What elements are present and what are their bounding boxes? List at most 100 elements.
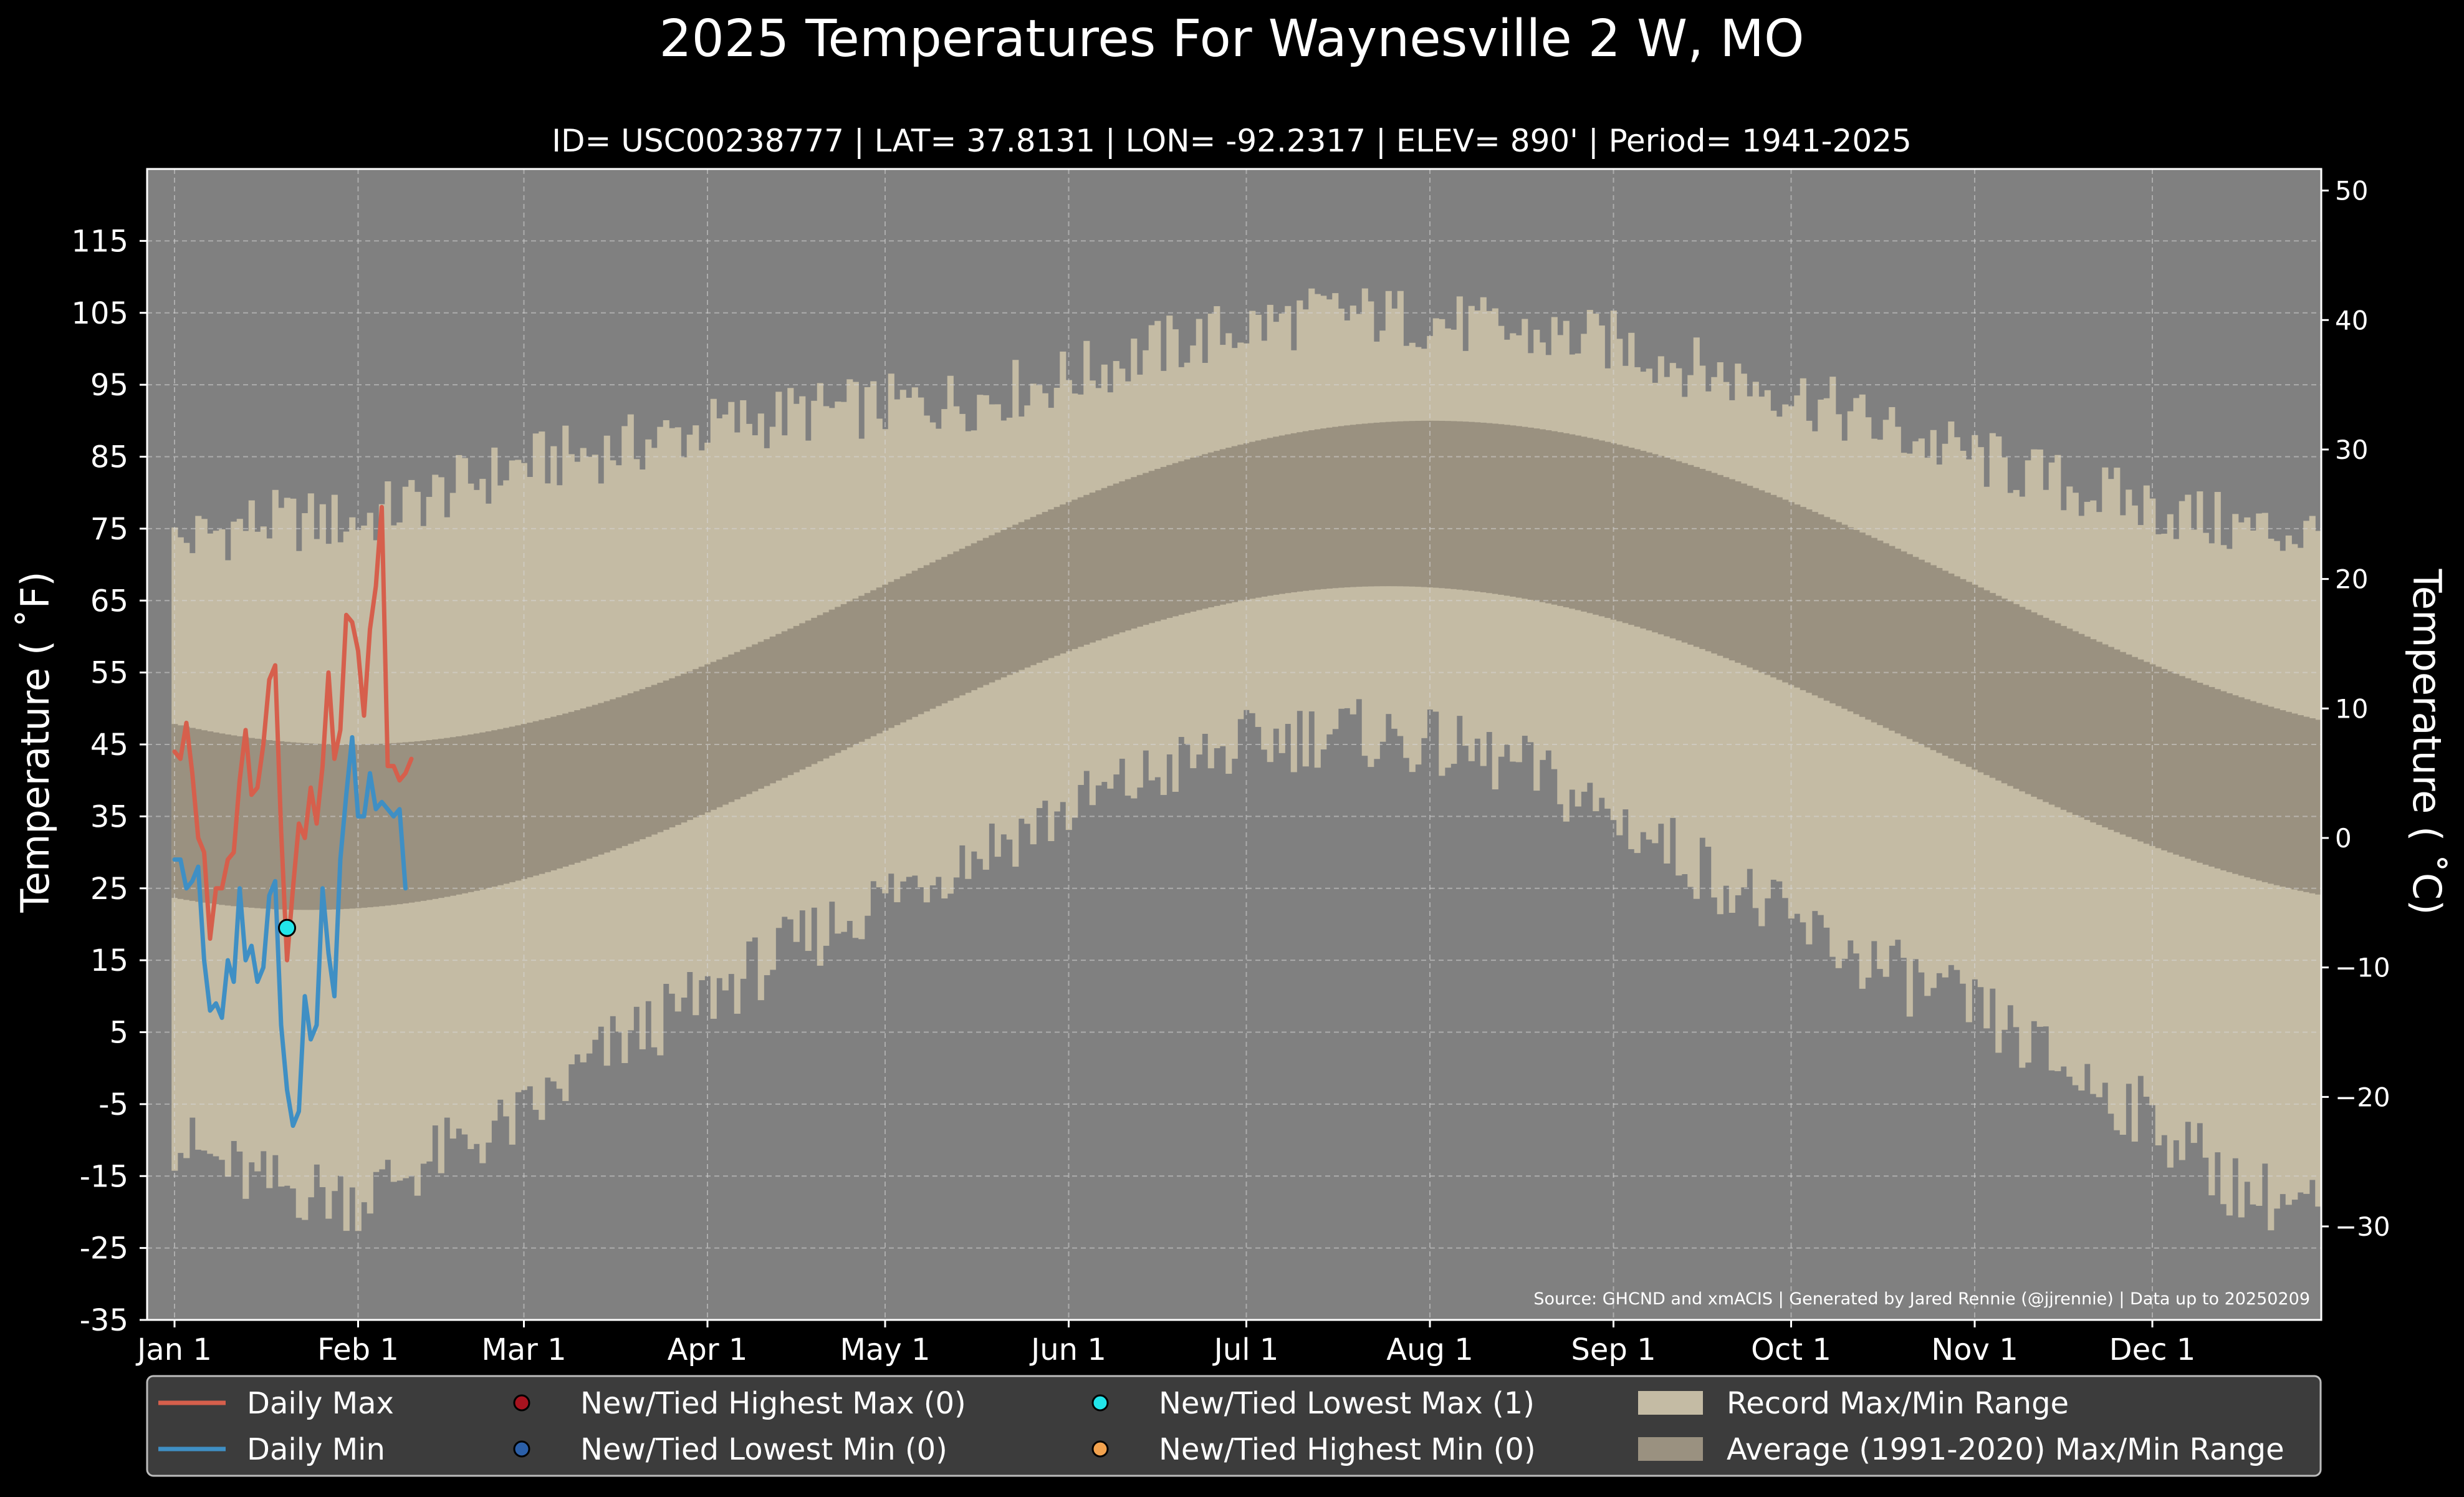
normal-bar	[491, 730, 498, 887]
normal-bar	[977, 541, 984, 688]
normal-bar	[1527, 427, 1534, 600]
y-tick-label: 5	[109, 1016, 128, 1051]
normal-bar	[1077, 497, 1084, 647]
normal-bar	[378, 743, 385, 907]
normal-bar	[1290, 433, 1297, 592]
normal-bar	[1557, 432, 1564, 606]
daily-max-line	[172, 504, 414, 963]
series-lines	[172, 504, 414, 1128]
x-tick-label: Apr 1	[668, 1332, 748, 1367]
normal-bar	[1018, 522, 1025, 670]
normal-bar	[1184, 459, 1191, 614]
normal-bar	[1474, 422, 1481, 592]
normal-bar	[1432, 420, 1439, 588]
normal-bar	[1800, 507, 1806, 690]
normal-bar	[1711, 473, 1718, 654]
normal-bar	[752, 644, 759, 792]
normal-bar	[734, 652, 741, 800]
normal-bar	[1468, 421, 1475, 591]
normal-bar	[906, 573, 913, 720]
normal-bar	[693, 669, 699, 818]
normal-bar	[1065, 502, 1072, 652]
normal-bar	[1936, 567, 1943, 753]
normal-bar	[603, 701, 610, 853]
normal-bar	[550, 716, 557, 870]
normal-bar	[236, 736, 243, 907]
normal-bar	[1657, 456, 1664, 635]
y-axis-right: −30 −20 −10 0 10 20 30 40 50	[2321, 176, 2390, 1242]
normal-bar	[1190, 457, 1197, 612]
legend-swatch-patch	[1638, 1437, 1703, 1461]
x-tick-label: Feb 1	[317, 1332, 399, 1367]
normal-bar	[870, 590, 877, 736]
normal-bar	[745, 647, 752, 794]
normal-bar	[2315, 720, 2321, 895]
normal-bar	[787, 628, 794, 776]
normal-bar	[408, 741, 415, 903]
normal-bar	[497, 729, 504, 885]
normal-bar	[2107, 647, 2114, 830]
normal-bar	[805, 620, 812, 767]
normal-bar	[224, 734, 231, 906]
normal-bar	[1349, 425, 1356, 587]
normal-bar	[307, 743, 314, 910]
normal-bar	[1154, 469, 1161, 622]
normal-bar	[1261, 439, 1268, 597]
normal-bar	[1320, 428, 1327, 589]
normal-bar	[1728, 479, 1735, 661]
normal-bar	[2066, 628, 2073, 812]
normal-bar	[1901, 551, 1907, 736]
y-axis-label-right: Temperature ( ˚C)	[2404, 569, 2450, 915]
normal-bar	[2137, 659, 2144, 842]
normal-bar	[2119, 652, 2126, 835]
normal-bar	[1705, 471, 1712, 652]
normal-bar	[213, 732, 219, 905]
normal-bar	[1616, 445, 1623, 622]
normal-bar	[2072, 631, 2079, 816]
y-tick-label: 85	[90, 440, 128, 475]
normal-bar	[1249, 441, 1256, 599]
normal-bar	[1770, 494, 1777, 678]
normal-bar	[882, 584, 889, 731]
normal-bar	[1403, 421, 1410, 587]
normal-bar	[710, 662, 717, 810]
normal-bar	[1255, 440, 1262, 598]
normal-bar	[1853, 529, 1860, 715]
y-right-tick-label: 0	[2335, 823, 2352, 854]
normal-bar	[1308, 430, 1315, 590]
normal-bar	[1829, 519, 1836, 704]
normal-bar	[231, 735, 237, 907]
normal-bar	[651, 685, 658, 835]
normal-bar	[2179, 676, 2185, 857]
normal-bar	[1492, 423, 1498, 594]
normal-bar	[1622, 446, 1629, 623]
normal-bar	[2273, 708, 2280, 885]
normal-bar	[1302, 431, 1309, 591]
legend-label: Average (1991-2020) Max/Min Range	[1727, 1432, 2284, 1467]
normal-bar	[698, 667, 705, 816]
normal-bar	[1101, 488, 1108, 638]
normal-bar	[1136, 474, 1143, 627]
normal-bar	[1669, 459, 1676, 638]
normal-bar	[1143, 473, 1149, 625]
normal-bar	[1166, 465, 1173, 619]
normal-bar	[562, 713, 569, 867]
normal-bar	[1356, 424, 1363, 587]
normal-bar	[2102, 644, 2109, 827]
normal-bar	[1776, 497, 1783, 680]
normal-bar	[2232, 695, 2239, 874]
x-tick-label: Aug 1	[1386, 1332, 1474, 1367]
normal-bar	[2001, 599, 2008, 784]
normal-bar	[1042, 512, 1048, 661]
normal-bar	[1628, 448, 1635, 625]
normal-bar	[2297, 715, 2304, 891]
normal-bar	[1835, 522, 1842, 706]
normal-bar	[2167, 671, 2174, 853]
normal-bar	[1693, 466, 1700, 647]
normal-bar	[1000, 529, 1007, 678]
normal-bar	[2155, 667, 2162, 849]
normal-bar	[716, 659, 723, 807]
normal-bar	[657, 683, 664, 832]
normal-bar	[1095, 490, 1102, 641]
normal-bar	[1598, 440, 1605, 617]
